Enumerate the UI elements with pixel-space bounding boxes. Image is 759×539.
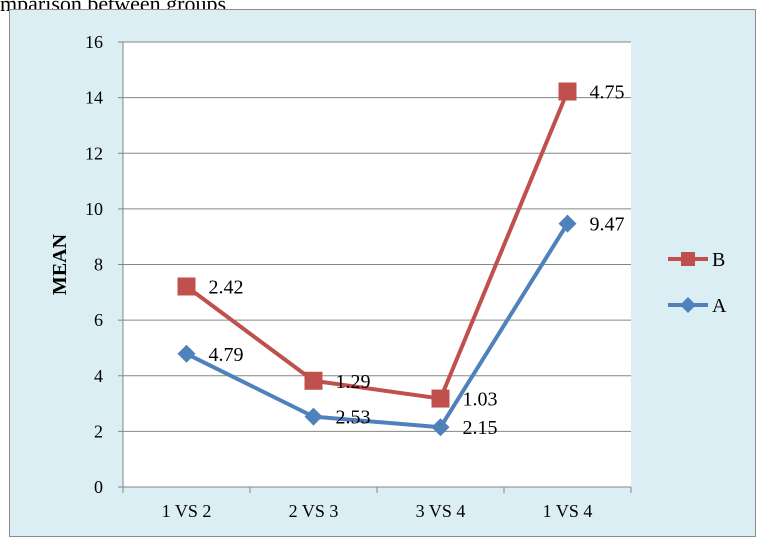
point-B xyxy=(558,82,577,101)
y-tick-labels: 0 2 4 6 8 10 12 14 16 xyxy=(85,32,103,497)
data-label-A: 2.15 xyxy=(463,417,498,439)
data-label-B: 1.03 xyxy=(463,389,498,411)
y-tick-label: 2 xyxy=(94,421,103,441)
data-labels: 2.42 1.29 1.03 4.75 4.79 2.53 2.15 9.47 xyxy=(209,82,625,440)
point-A xyxy=(558,214,577,233)
x-tick-label: 1 VS 2 xyxy=(162,501,212,521)
legend-label-A: A xyxy=(712,295,727,317)
legend-label-B: B xyxy=(712,249,725,271)
x-tick-labels: 1 VS 2 2 VS 3 3 VS 4 1 VS 4 xyxy=(162,501,593,521)
point-B xyxy=(431,389,450,408)
series-group xyxy=(177,82,577,437)
data-label-B: 2.42 xyxy=(209,276,244,298)
legend: BA xyxy=(668,249,727,317)
point-B xyxy=(177,277,196,296)
point-A xyxy=(177,344,196,363)
y-tick-label: 4 xyxy=(94,366,103,386)
gridlines xyxy=(118,41,632,493)
data-label-B: 4.75 xyxy=(590,82,625,104)
data-label-A: 9.47 xyxy=(590,214,625,236)
y-tick-label: 12 xyxy=(85,143,103,163)
point-A xyxy=(304,407,323,426)
y-tick-label: 16 xyxy=(85,32,103,52)
y-tick-label: 8 xyxy=(94,255,103,275)
x-tick-label: 2 VS 3 xyxy=(289,501,339,521)
series-line-B xyxy=(185,90,570,401)
point-B xyxy=(304,371,323,390)
x-tick-label: 1 VS 4 xyxy=(543,501,593,521)
y-tick-label: 0 xyxy=(94,477,103,497)
point-A xyxy=(431,418,450,437)
y-tick-label: 6 xyxy=(94,310,103,330)
y-axis-label: MEAN xyxy=(49,233,71,295)
legend-marker-A xyxy=(680,297,696,313)
legend-marker-B xyxy=(681,252,695,266)
data-label-A: 4.79 xyxy=(209,344,244,366)
data-label-B: 1.29 xyxy=(336,371,371,393)
x-tick-label: 3 VS 4 xyxy=(416,501,466,521)
y-tick-label: 14 xyxy=(85,88,103,108)
y-tick-label: 10 xyxy=(85,199,103,219)
series-line-A xyxy=(185,222,570,430)
data-label-A: 2.53 xyxy=(336,407,371,429)
